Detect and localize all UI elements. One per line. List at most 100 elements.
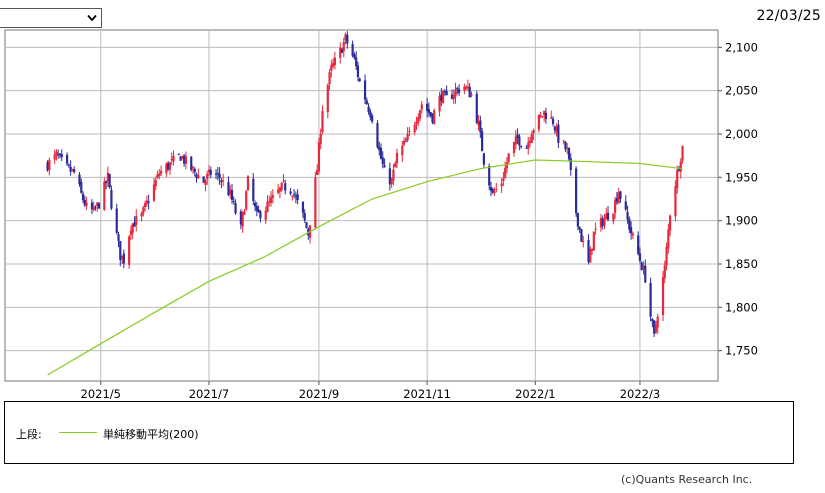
candle-body bbox=[58, 153, 62, 155]
candle-body bbox=[207, 169, 211, 173]
candle-body bbox=[344, 34, 347, 41]
candle-body bbox=[605, 213, 608, 220]
candle-body bbox=[165, 164, 168, 174]
candle-body bbox=[654, 325, 658, 333]
candle-body bbox=[379, 148, 383, 159]
candle-body bbox=[289, 191, 292, 194]
candle-body bbox=[614, 199, 617, 214]
candle-body bbox=[179, 156, 182, 161]
candle-body bbox=[168, 162, 172, 170]
candle-body bbox=[544, 112, 548, 120]
candle-body bbox=[527, 142, 530, 150]
chevron-down-icon bbox=[87, 14, 97, 22]
candle-body bbox=[406, 133, 409, 141]
candle-body bbox=[532, 129, 535, 134]
candle-body bbox=[502, 178, 505, 181]
plot-area bbox=[4, 29, 719, 382]
candle-body bbox=[144, 202, 147, 208]
candle-body bbox=[365, 100, 368, 105]
candle-body bbox=[576, 212, 579, 227]
candle-body bbox=[239, 211, 242, 225]
candle-body bbox=[603, 218, 606, 226]
candle-body bbox=[456, 87, 459, 89]
x-tick-label: 2021/9 bbox=[299, 387, 339, 400]
candle-body bbox=[255, 206, 258, 211]
candle-body bbox=[530, 134, 533, 143]
candle-body bbox=[83, 199, 86, 206]
candle-body bbox=[156, 174, 159, 178]
candle-body bbox=[491, 188, 494, 193]
candle-body bbox=[626, 211, 629, 220]
candle-body bbox=[479, 120, 482, 133]
x-tick-label: 2022/1 bbox=[515, 387, 555, 400]
candle-body bbox=[606, 212, 610, 220]
candle-body bbox=[351, 44, 354, 56]
candle-body bbox=[229, 189, 232, 194]
candle-body bbox=[468, 86, 471, 98]
candle-body bbox=[342, 42, 345, 52]
candle-body bbox=[202, 176, 205, 183]
candle-body bbox=[656, 316, 659, 328]
candle-body bbox=[119, 241, 122, 260]
candle-body bbox=[339, 47, 342, 58]
candle-body bbox=[167, 163, 170, 170]
candle-body bbox=[243, 211, 246, 215]
candle-body bbox=[555, 126, 558, 133]
candle-body bbox=[628, 218, 631, 230]
candle-body bbox=[392, 169, 395, 181]
candle-body bbox=[294, 195, 297, 197]
candle-body bbox=[587, 239, 590, 262]
candle-body bbox=[314, 177, 317, 228]
candle-body bbox=[356, 65, 360, 78]
x-tick-label: 2022/3 bbox=[620, 387, 660, 400]
candle-body bbox=[553, 126, 556, 131]
candle-body bbox=[500, 183, 503, 187]
y-tick-label: 1,850 bbox=[725, 257, 758, 271]
candle-body bbox=[489, 186, 493, 191]
candle-body bbox=[278, 187, 282, 192]
candle-body bbox=[537, 115, 540, 130]
y-tick-label: 1,950 bbox=[725, 170, 758, 184]
candle-body bbox=[578, 227, 581, 230]
candle-body bbox=[234, 203, 237, 214]
candle-body bbox=[663, 265, 666, 279]
candle-body bbox=[450, 94, 454, 99]
candle-body bbox=[301, 201, 305, 213]
candle-body bbox=[665, 246, 668, 266]
candle-body bbox=[193, 168, 196, 173]
candle-body bbox=[97, 203, 101, 209]
legend-ma-swatch bbox=[59, 432, 97, 433]
candle-body bbox=[482, 153, 485, 165]
candle-body bbox=[268, 201, 271, 203]
candle-body bbox=[317, 142, 321, 172]
candle-body bbox=[227, 181, 230, 196]
candle-body bbox=[280, 182, 283, 190]
candle-body bbox=[46, 162, 49, 171]
price-chart: 1,750 1,800 1,850 1,900 1,950 2,000 2,050 2,100… bbox=[4, 29, 758, 400]
candle-body bbox=[619, 191, 622, 199]
candle-body bbox=[73, 169, 76, 173]
candle-body bbox=[376, 123, 379, 148]
candle-body bbox=[457, 89, 461, 94]
candle-body bbox=[303, 213, 306, 221]
candle-body bbox=[582, 241, 585, 243]
candle-body bbox=[71, 169, 74, 171]
period-select[interactable] bbox=[0, 8, 102, 28]
candle-body bbox=[53, 154, 56, 160]
candle-body bbox=[465, 86, 468, 89]
candle-body bbox=[518, 136, 521, 146]
candle-body bbox=[271, 195, 274, 198]
candle-body bbox=[599, 217, 603, 228]
candle-body bbox=[381, 157, 384, 165]
candle-body bbox=[120, 255, 124, 258]
candle-body bbox=[589, 248, 592, 263]
candle-body bbox=[154, 179, 157, 187]
candle-body bbox=[346, 34, 349, 44]
candle-body bbox=[218, 173, 221, 179]
candle-body bbox=[417, 117, 420, 124]
candle-body bbox=[184, 156, 188, 165]
candle-body bbox=[676, 170, 679, 189]
candle-body bbox=[131, 223, 134, 233]
candle-body bbox=[305, 222, 308, 228]
candle-body bbox=[404, 140, 407, 142]
